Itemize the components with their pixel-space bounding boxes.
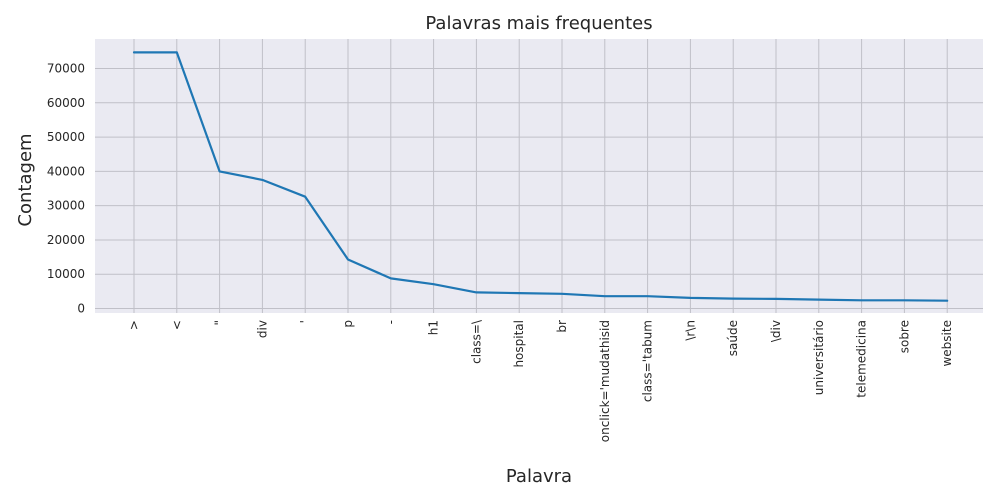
x-tick-label: onclick='mudathisid xyxy=(598,320,612,442)
y-tick-label: 70000 xyxy=(47,61,85,75)
x-tick-label: > xyxy=(127,320,141,330)
y-tick-label: 50000 xyxy=(47,130,85,144)
x-axis-label: Palavra xyxy=(506,466,572,487)
x-tick-label: saúde xyxy=(726,320,740,356)
y-tick-label: 10000 xyxy=(47,267,85,281)
x-axis-ticks: > < " div ' p - h1 class=\ hospital br onclick='mud… xyxy=(127,319,954,442)
y-axis-label: Contagem xyxy=(15,133,36,226)
x-tick-label: \div xyxy=(769,320,783,342)
x-tick-label: website xyxy=(940,320,954,367)
y-tick-label: 30000 xyxy=(47,199,85,213)
chart-title: Palavras mais frequentes xyxy=(425,13,652,34)
y-tick-label: 0 xyxy=(77,302,85,316)
series-line-group xyxy=(132,51,949,302)
x-tick-label: sobre xyxy=(897,320,911,353)
x-tick-label: hospital xyxy=(512,320,526,368)
x-tick-label: h1 xyxy=(427,320,441,335)
x-tick-label: class='tabum xyxy=(641,320,655,402)
x-tick-label: div xyxy=(255,320,269,338)
grid xyxy=(95,39,983,313)
y-tick-label: 20000 xyxy=(47,233,85,247)
y-tick-label: 60000 xyxy=(47,96,85,110)
x-tick-label: ' xyxy=(298,320,312,323)
x-tick-label: br xyxy=(555,320,569,333)
x-tick-label: " xyxy=(213,320,227,326)
x-tick-label: telemedicina xyxy=(855,320,869,398)
y-tick-label: 40000 xyxy=(47,164,85,178)
x-tick-label: p xyxy=(341,320,355,328)
series-line xyxy=(132,51,949,302)
x-tick-label: class=\ xyxy=(469,319,483,364)
x-tick-label: universitário xyxy=(812,320,826,395)
y-axis-ticks: 0 10000 20000 30000 40000 50000 60000 70000 xyxy=(47,61,85,315)
x-tick-label: \r\n xyxy=(683,320,697,341)
plot-area xyxy=(95,39,983,313)
x-tick-label: - xyxy=(384,320,398,324)
x-tick-label: < xyxy=(170,320,184,330)
